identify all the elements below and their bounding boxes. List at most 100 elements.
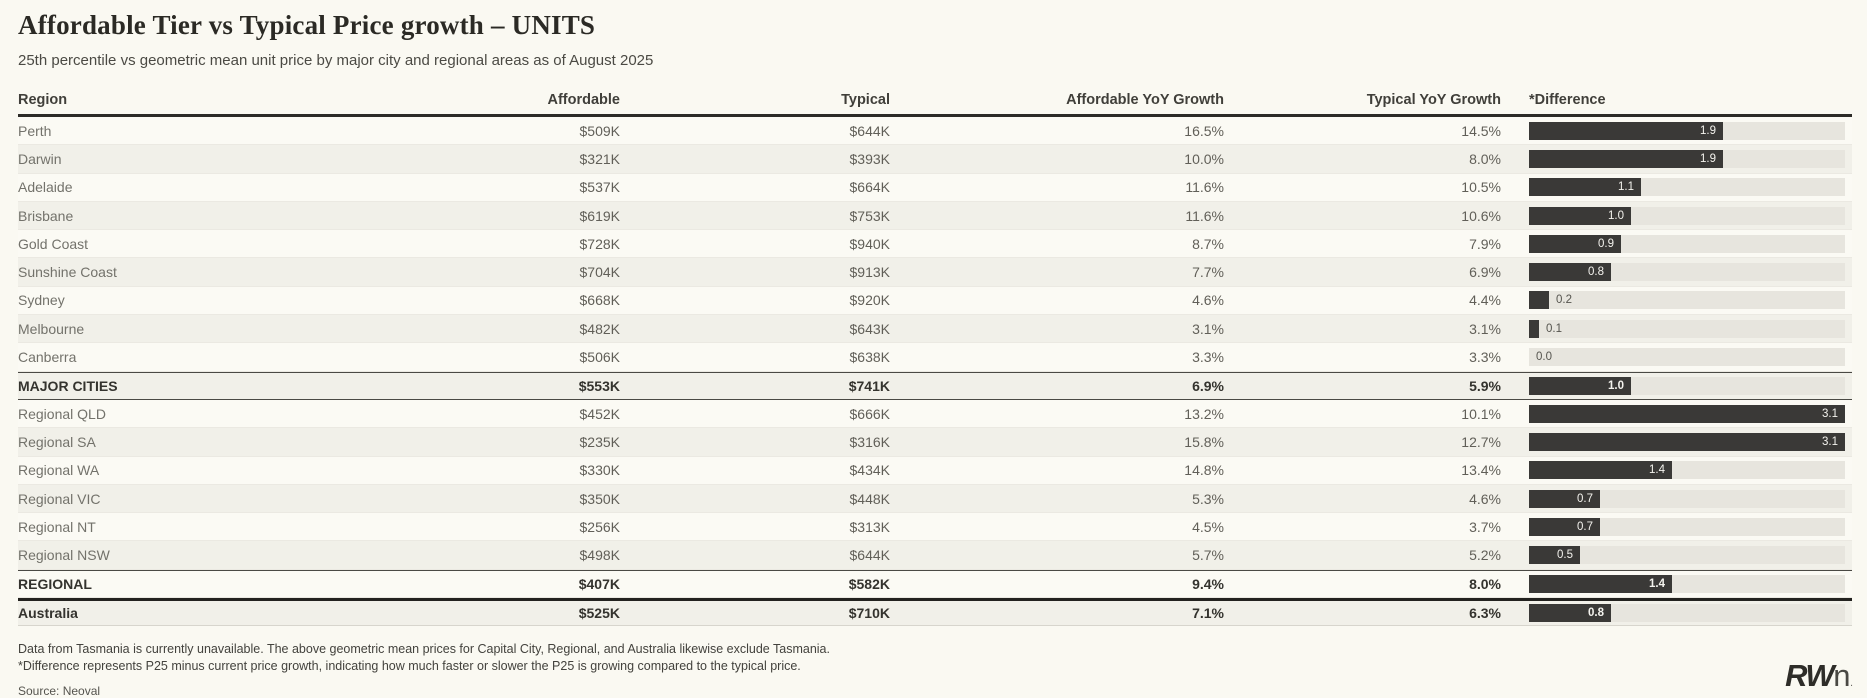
region-cell: Regional SA (18, 433, 96, 450)
affordable-cell: $553K (578, 377, 620, 394)
region-cell: Regional VIC (18, 490, 101, 507)
table-row: Australia $525K $710K 7.1% 6.3% 0.8 (18, 598, 1852, 627)
affordable-yoy-cell: 6.9% (1192, 377, 1224, 394)
difference-value-label: 1.1 (1618, 181, 1634, 194)
region-cell: Adelaide (18, 179, 73, 196)
difference-value-label: 0.2 (1556, 294, 1572, 307)
affordable-cell: $506K (579, 349, 620, 366)
difference-bar-track: 0.1 (1529, 319, 1845, 338)
difference-bar: 0.8 (1529, 263, 1611, 282)
affordable-cell: $256K (579, 518, 620, 535)
header-cell-region: Region (18, 92, 68, 108)
typical-yoy-cell: 5.9% (1469, 377, 1501, 394)
affordable-yoy-cell: 9.4% (1192, 575, 1224, 592)
affordable-yoy-cell: 7.7% (1192, 264, 1224, 281)
table-row: REGIONAL $407K $582K 9.4% 8.0% 1.4 (18, 569, 1852, 599)
typical-yoy-cell: 5.2% (1469, 547, 1501, 564)
difference-bar: 1.0 (1529, 206, 1631, 225)
typical-cell: $913K (849, 264, 890, 281)
table-row: Regional NT $256K $313K 4.5% 3.7% 0.7 (18, 513, 1852, 542)
difference-cell: 1.9 (1501, 149, 1852, 168)
typical-yoy-cell: 3.1% (1469, 320, 1501, 337)
typical-cell: $393K (849, 150, 890, 167)
affordable-cell: $482K (579, 320, 620, 337)
typical-yoy-cell: 13.4% (1461, 462, 1501, 479)
affordable-cell: $704K (579, 264, 620, 281)
difference-bar-track: 1.0 (1529, 206, 1845, 225)
header-cell-difference: *Difference (1529, 92, 1606, 108)
typical-yoy-cell: 10.5% (1461, 179, 1501, 196)
difference-bar: 1.4 (1529, 574, 1672, 593)
table-row: MAJOR CITIES $553K $741K 6.9% 5.9% 1.0 (18, 371, 1852, 400)
header-cell-affordable-yoy: Affordable YoY Growth (1066, 92, 1224, 108)
difference-value-label: 1.9 (1700, 152, 1716, 165)
table-row: Regional NSW $498K $644K 5.7% 5.2% 0.5 (18, 541, 1852, 570)
difference-cell: 0.9 (1501, 234, 1852, 253)
difference-bar-track: 3.1 (1529, 404, 1845, 423)
region-cell: Regional QLD (18, 405, 106, 422)
affordable-cell: $235K (579, 433, 620, 450)
affordable-cell: $498K (579, 547, 620, 564)
typical-cell: $638K (849, 349, 890, 366)
table-row: Darwin $321K $393K 10.0% 8.0% 1.9 (18, 145, 1852, 174)
footnotes: Data from Tasmania is currently unavaila… (18, 641, 1852, 674)
affordable-yoy-cell: 3.1% (1192, 320, 1224, 337)
table-row: Sydney $668K $920K 4.6% 4.4% 0.2 (18, 286, 1852, 316)
rwn-logo: RWn. (1785, 658, 1853, 694)
typical-yoy-cell: 14.5% (1461, 122, 1501, 139)
difference-value-label: 0.1 (1546, 322, 1562, 335)
difference-cell: 0.8 (1501, 604, 1852, 623)
difference-bar: 0.9 (1529, 234, 1621, 253)
difference-bar: 0.8 (1529, 604, 1611, 623)
typical-yoy-cell: 3.7% (1469, 518, 1501, 535)
difference-cell: 1.0 (1501, 376, 1852, 395)
difference-value-label: 0.8 (1588, 266, 1604, 279)
difference-cell: 0.0 (1501, 348, 1852, 367)
affordable-cell: $407K (578, 575, 620, 592)
region-cell: MAJOR CITIES (18, 377, 118, 394)
region-cell: Gold Coast (18, 235, 89, 252)
difference-value-label: 1.0 (1608, 379, 1624, 392)
difference-value-label: 1.4 (1649, 577, 1665, 590)
page-subtitle: 25th percentile vs geometric mean unit p… (18, 52, 654, 69)
table-row: Regional WA $330K $434K 14.8% 13.4% 1.4 (18, 456, 1852, 485)
region-cell: Sunshine Coast (18, 264, 117, 281)
difference-cell: 1.1 (1501, 178, 1852, 197)
typical-cell: $920K (849, 292, 890, 309)
logo-rw-text: RW (1785, 658, 1835, 693)
difference-bar-track: 0.8 (1529, 263, 1845, 282)
difference-value-label: 1.4 (1649, 464, 1665, 477)
typical-cell: $316K (849, 433, 890, 450)
difference-bar-track: 1.9 (1529, 121, 1845, 140)
difference-cell: 1.4 (1501, 574, 1852, 593)
difference-bar-track: 1.9 (1529, 149, 1845, 168)
difference-bar: 1.1 (1529, 178, 1641, 197)
typical-cell: $582K (848, 575, 890, 592)
difference-bar: 0.7 (1529, 517, 1600, 536)
header-cell-affordable: Affordable (547, 92, 621, 108)
logo-n-text: n (1833, 658, 1850, 693)
page-title: Affordable Tier vs Typical Price growth … (18, 10, 596, 40)
affordable-cell: $525K (578, 605, 620, 622)
table-row: Perth $509K $644K 16.5% 14.5% 1.9 (18, 117, 1852, 146)
difference-value-label: 0.0 (1536, 351, 1552, 364)
region-cell: Regional NSW (18, 547, 110, 564)
difference-cell: 3.1 (1501, 432, 1852, 451)
typical-cell: $710K (848, 605, 890, 622)
table-row: Canberra $506K $638K 3.3% 3.3% 0.0 (18, 343, 1852, 372)
affordable-yoy-cell: 10.0% (1184, 150, 1224, 167)
typical-cell: $643K (849, 320, 890, 337)
difference-bar (1529, 319, 1539, 338)
source-note: Source: Neoval (18, 684, 101, 698)
region-cell: Australia (18, 605, 78, 622)
typical-yoy-cell: 7.9% (1469, 235, 1501, 252)
difference-value-label: 0.9 (1598, 237, 1614, 250)
difference-bar-track: 1.0 (1529, 376, 1845, 395)
difference-cell: 1.0 (1501, 206, 1852, 225)
region-cell: Regional NT (18, 518, 96, 535)
affordable-yoy-cell: 3.3% (1192, 349, 1224, 366)
difference-value-label: 3.1 (1822, 435, 1838, 448)
difference-cell: 3.1 (1501, 404, 1852, 423)
typical-yoy-cell: 4.4% (1469, 292, 1501, 309)
